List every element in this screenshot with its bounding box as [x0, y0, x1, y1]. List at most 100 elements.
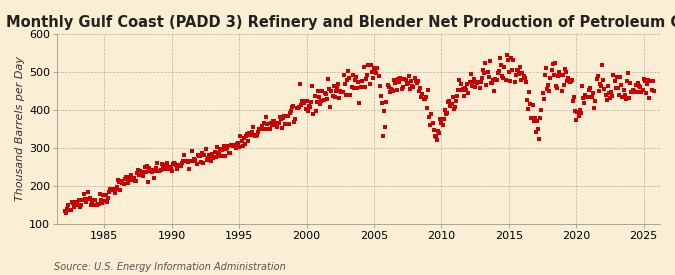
Point: [270, 121, 281, 125]
Point: [218, 143, 229, 148]
Point: [358, 85, 369, 89]
Point: [458, 87, 468, 91]
Point: [264, 127, 275, 132]
Point: [416, 95, 427, 99]
Point: [461, 87, 472, 92]
Point: [394, 80, 404, 84]
Point: [419, 97, 430, 101]
Point: [582, 95, 593, 99]
Point: [481, 83, 492, 87]
Point: [250, 134, 261, 138]
Point: [477, 75, 487, 80]
Point: [647, 79, 658, 83]
Point: [186, 158, 196, 163]
Point: [632, 81, 643, 85]
Point: [81, 200, 92, 204]
Point: [317, 89, 328, 93]
Point: [205, 155, 215, 160]
Point: [585, 86, 595, 90]
Point: [124, 178, 134, 183]
Point: [525, 102, 536, 107]
Point: [309, 94, 320, 98]
Point: [610, 86, 621, 90]
Point: [473, 80, 484, 84]
Point: [336, 90, 347, 94]
Point: [281, 114, 292, 119]
Point: [612, 86, 623, 90]
Point: [445, 103, 456, 108]
Point: [389, 78, 400, 82]
Point: [428, 128, 439, 132]
Point: [444, 99, 455, 103]
Point: [207, 152, 218, 156]
Point: [565, 79, 576, 83]
Point: [475, 86, 485, 90]
Point: [470, 85, 481, 89]
Point: [324, 87, 335, 91]
Point: [600, 93, 611, 97]
Point: [356, 79, 367, 83]
Point: [228, 143, 239, 148]
Point: [627, 88, 638, 92]
Point: [181, 159, 192, 163]
Point: [182, 160, 193, 164]
Point: [288, 104, 298, 109]
Point: [558, 73, 568, 78]
Point: [89, 203, 100, 208]
Point: [275, 116, 286, 121]
Point: [387, 88, 398, 93]
Point: [204, 153, 215, 158]
Point: [118, 182, 129, 186]
Point: [233, 141, 244, 146]
Point: [73, 198, 84, 202]
Point: [100, 192, 111, 197]
Point: [191, 162, 202, 166]
Point: [180, 159, 191, 164]
Point: [500, 78, 511, 82]
Point: [572, 110, 583, 114]
Point: [107, 188, 117, 192]
Point: [201, 158, 212, 163]
Point: [568, 99, 578, 103]
Point: [257, 126, 268, 131]
Point: [644, 96, 655, 100]
Point: [410, 79, 421, 83]
Point: [412, 79, 423, 83]
Point: [609, 79, 620, 83]
Point: [441, 112, 452, 117]
Point: [472, 81, 483, 85]
Point: [78, 198, 88, 202]
Point: [157, 162, 167, 167]
Point: [533, 126, 543, 131]
Point: [70, 200, 80, 204]
Point: [605, 96, 616, 100]
Point: [247, 125, 258, 130]
Point: [643, 77, 653, 82]
Point: [128, 176, 139, 180]
Point: [200, 146, 211, 151]
Point: [88, 198, 99, 202]
Point: [409, 76, 420, 80]
Point: [147, 168, 158, 172]
Point: [463, 90, 474, 95]
Point: [190, 158, 201, 162]
Point: [227, 144, 238, 148]
Point: [485, 81, 496, 85]
Point: [546, 68, 557, 73]
Point: [179, 153, 190, 157]
Point: [514, 72, 524, 76]
Point: [116, 179, 127, 183]
Point: [113, 180, 124, 184]
Point: [338, 73, 349, 78]
Point: [140, 164, 151, 169]
Point: [263, 127, 274, 131]
Point: [519, 76, 530, 80]
Point: [178, 159, 188, 163]
Point: [208, 156, 219, 160]
Point: [225, 151, 236, 155]
Point: [532, 119, 543, 123]
Point: [199, 153, 210, 157]
Point: [101, 200, 112, 204]
Point: [399, 76, 410, 81]
Point: [390, 81, 401, 86]
